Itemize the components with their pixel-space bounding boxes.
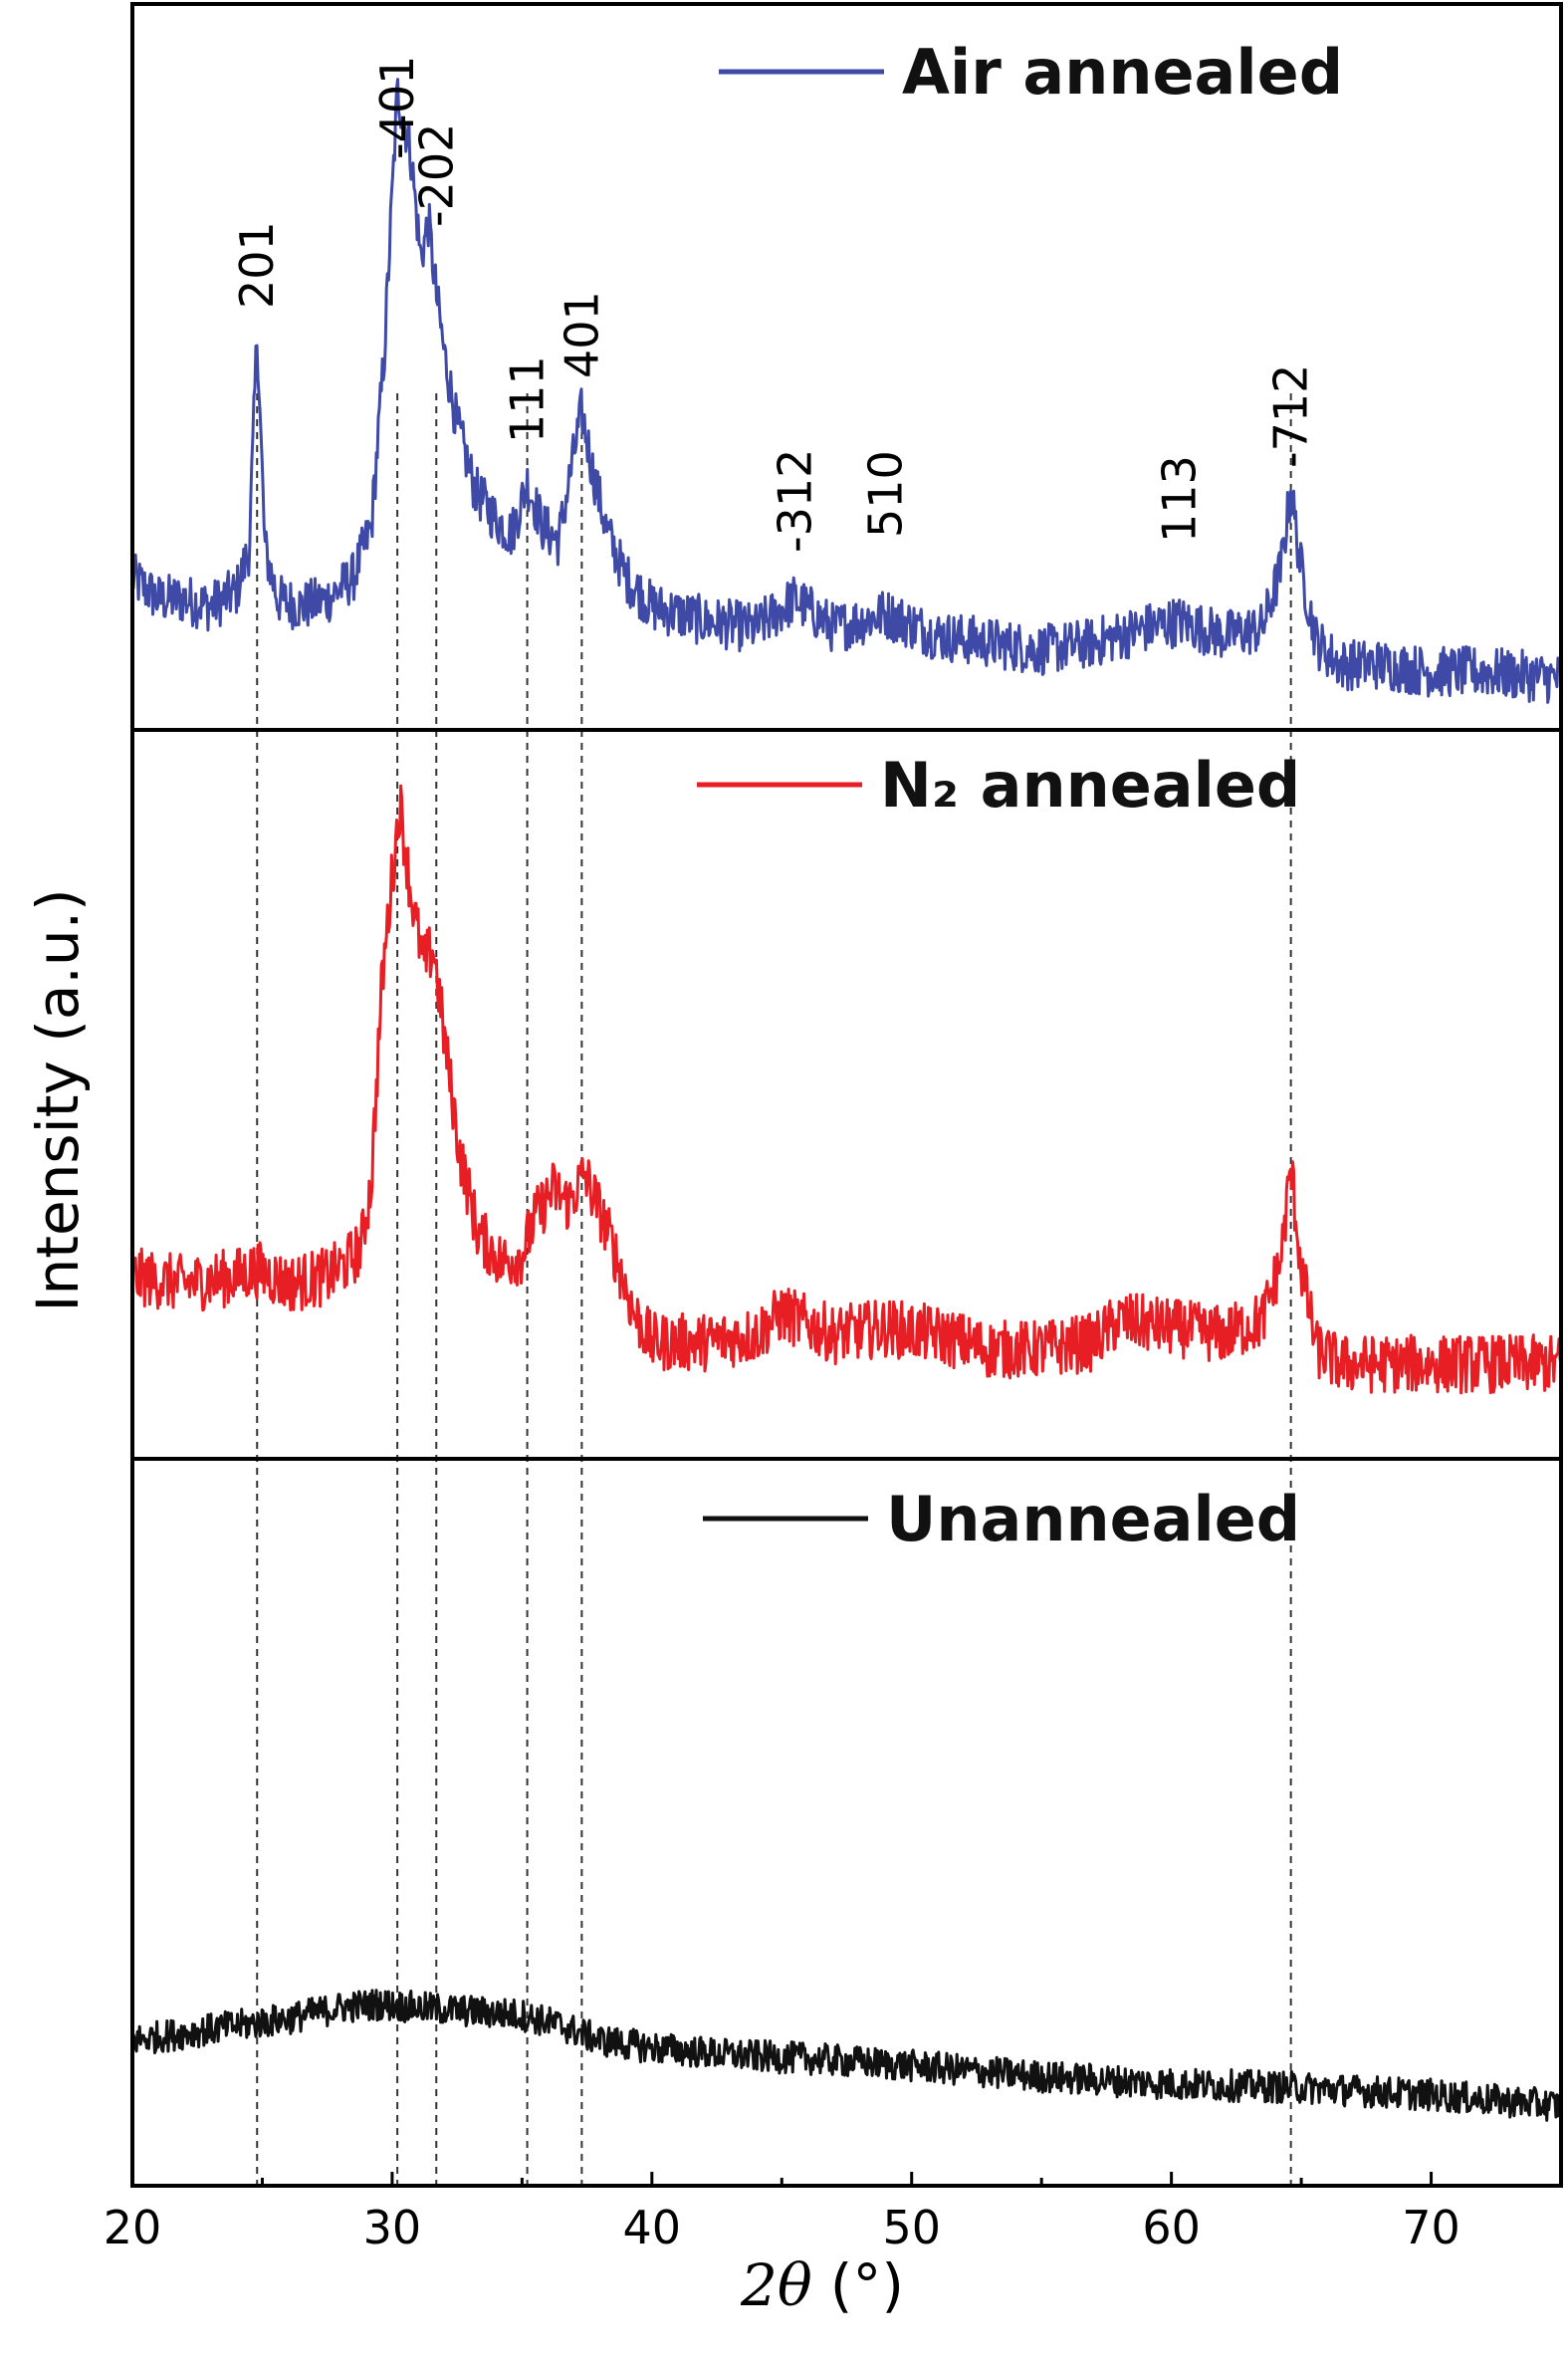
legend-label-0: Air annealed — [902, 36, 1343, 109]
x-tick-label-0: 20 — [104, 2201, 162, 2254]
peak-label-4: 401 — [555, 291, 608, 378]
x-tick-label-4: 60 — [1142, 2201, 1201, 2254]
series-layer — [130, 78, 1563, 2122]
x-axis-label: 2θ (°) — [740, 2251, 904, 2319]
series-line-1 — [130, 784, 1563, 1395]
series-line-0 — [130, 78, 1562, 704]
peak-label-3: 111 — [501, 355, 555, 443]
peak-label-2: -202 — [409, 123, 463, 227]
panel-frames — [130, 2, 1563, 2188]
x-tick-label-5: 70 — [1402, 2201, 1460, 2254]
legend-label-1: N₂ annealed — [880, 749, 1300, 822]
x-tick-label-2: 40 — [623, 2201, 682, 2254]
legends: Air annealed N₂ annealed Unannealed — [697, 36, 1343, 1555]
peak-label-7: 113 — [1153, 455, 1207, 543]
plot-frame — [130, 2, 1563, 2188]
series-line-2 — [130, 1989, 1563, 2122]
reference-lines — [256, 393, 1292, 2186]
legend-label-2: Unannealed — [886, 1483, 1300, 1555]
peak-label-8: -712 — [1264, 364, 1318, 468]
x-axis-tick-labels: 20 30 40 50 60 70 — [104, 2201, 1460, 2254]
x-axis-label-variable: 2θ — [740, 2251, 812, 2319]
peak-label-0: 201 — [230, 221, 284, 309]
x-axis-ticks — [130, 2172, 1434, 2186]
x-tick-label-3: 50 — [882, 2201, 941, 2254]
y-axis-label: Intensity (a.u.) — [24, 888, 92, 1311]
peak-label-5: -312 — [768, 449, 821, 553]
peak-label-6: 510 — [859, 450, 913, 538]
peak-label-1: -401 — [370, 56, 424, 159]
x-axis-label-unit: (°) — [830, 2251, 904, 2319]
x-tick-label-1: 30 — [363, 2201, 422, 2254]
